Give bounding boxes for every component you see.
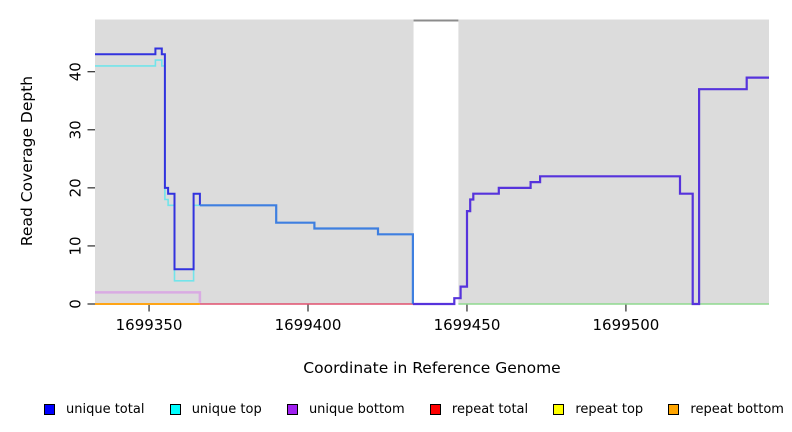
legend: unique total unique top unique bottom repea… (44, 398, 784, 420)
legend-item-unique-total: unique total (44, 402, 144, 417)
legend-swatch-icon (429, 403, 441, 415)
total-right-line (412, 76, 769, 306)
x-tick-label: 1699450 (434, 316, 501, 334)
legend-label: unique top (191, 401, 262, 417)
legend-label: unique bottom (308, 401, 405, 417)
x-tick-label: 1699350 (116, 316, 183, 334)
y-axis-title: Read Coverage Depth (18, 75, 36, 247)
x-tick-label: 1699500 (593, 316, 660, 334)
legend-swatch-icon (169, 403, 181, 415)
y-tick-label: 0 (67, 299, 85, 309)
legend-swatch-icon (44, 403, 55, 415)
y-tick-label: 40 (67, 62, 85, 81)
unique-bottom-left-line (95, 291, 202, 303)
legend-item-repeat-total: repeat total (429, 401, 529, 417)
legend-label: repeat bottom (690, 401, 784, 417)
y-tick-label: 10 (67, 236, 85, 255)
gap-region (413, 19, 459, 304)
unique-total-left-line (95, 47, 201, 271)
legend-item-unique-top: unique top (169, 401, 262, 417)
y-tick-label: 30 (67, 120, 85, 139)
legend-label: repeat top (575, 401, 644, 417)
x-axis-title: Coordinate in Reference Genome (303, 359, 561, 377)
total-mid-line (199, 204, 414, 304)
legend-swatch-icon (286, 403, 298, 415)
y-tick-label: 20 (67, 178, 85, 197)
legend-label: unique total (66, 401, 145, 417)
legend-label: repeat total (451, 401, 529, 417)
legend-swatch-icon (668, 403, 680, 415)
legend-swatch-icon (553, 403, 565, 415)
legend-item-unique-bottom: unique bottom (286, 401, 405, 417)
x-tick-label: 1699400 (275, 316, 342, 334)
unique-top-left-line (95, 59, 200, 282)
legend-item-repeat-top: repeat top (553, 402, 643, 417)
legend-item-repeat-bottom: repeat bottom (668, 402, 784, 417)
